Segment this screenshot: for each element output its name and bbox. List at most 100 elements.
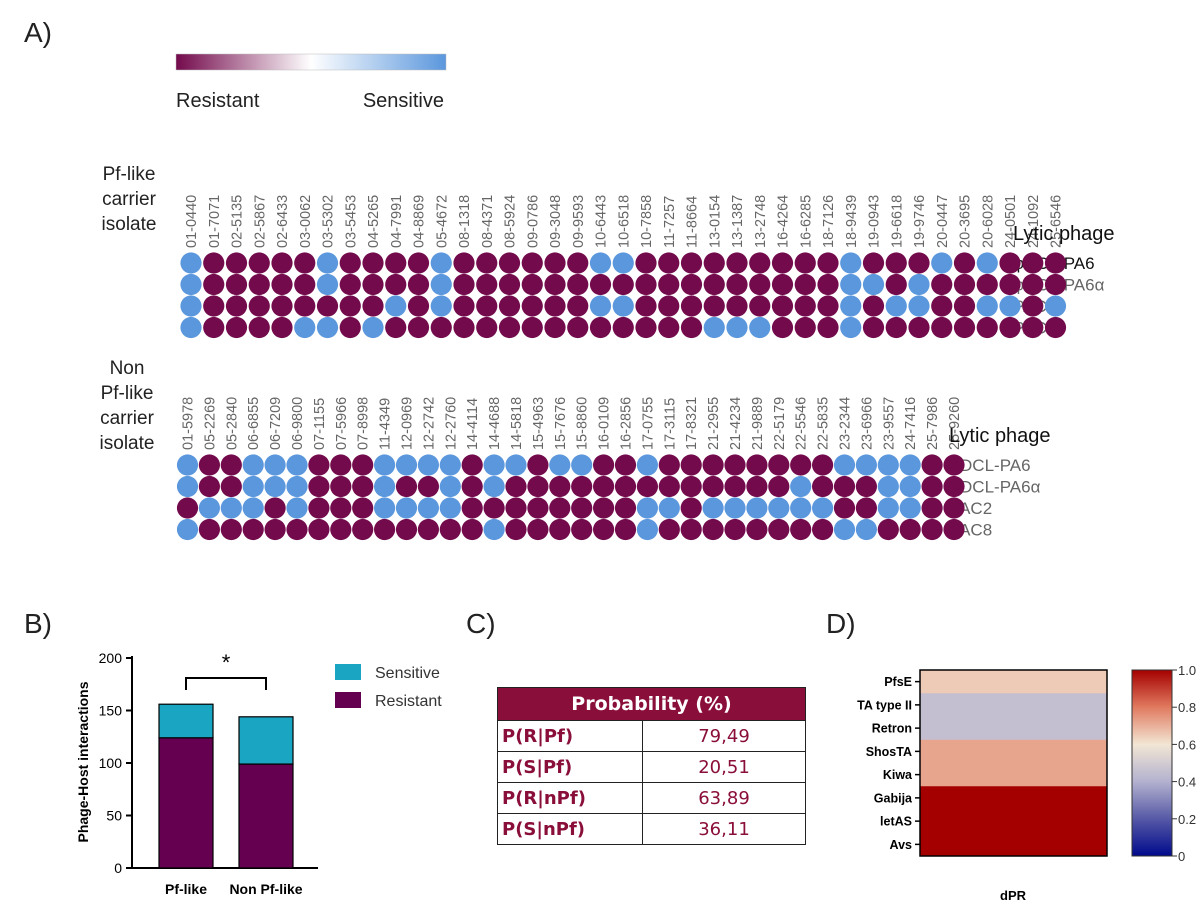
dot-resistant — [308, 475, 330, 498]
isolate-label: 22-5835 — [816, 397, 832, 450]
heatmap-cell — [920, 832, 1107, 857]
dot-resistant — [521, 252, 543, 274]
dot-resistant — [812, 518, 834, 541]
dot-resistant — [976, 316, 998, 339]
isolate-label: 23-6966 — [859, 397, 875, 450]
dot-resistant — [294, 295, 316, 317]
dot-resistant — [527, 475, 549, 498]
significance-bracket — [185, 677, 267, 690]
dot-sensitive — [589, 252, 612, 274]
isolate-label: 21-9889 — [750, 397, 766, 450]
isolate-label: 02-5135 — [230, 195, 246, 248]
dot-sensitive — [612, 295, 634, 317]
heatmap-row-label: Gabija — [874, 791, 913, 805]
dot-resistant — [294, 252, 316, 274]
dot-sensitive — [636, 518, 659, 541]
dot-resistant — [453, 316, 475, 339]
heatmap-row-label: PfsE — [884, 675, 912, 689]
dot-sensitive — [374, 454, 396, 476]
dot-sensitive — [840, 295, 862, 317]
colorbar-tick-label: 0.4 — [1178, 775, 1196, 790]
dot-resistant — [953, 273, 976, 296]
lytic-phage-label: Lytic phage — [949, 425, 1051, 447]
dot-resistant — [203, 273, 225, 296]
dot-resistant — [931, 316, 953, 339]
dot-resistant — [746, 518, 768, 541]
dot-resistant — [635, 316, 657, 339]
dot-sensitive — [430, 273, 452, 296]
isolate-label: 02-6433 — [275, 195, 291, 248]
dot-sensitive — [439, 454, 461, 476]
dot-resistant — [352, 497, 374, 519]
isolate-label: 04-5265 — [366, 195, 382, 248]
dot-resistant — [749, 295, 771, 317]
dot-resistant — [362, 295, 384, 317]
isolate-label: 03-0062 — [298, 195, 314, 248]
dot-resistant — [593, 475, 615, 498]
dot-sensitive — [877, 454, 899, 476]
dot-resistant — [339, 252, 361, 274]
isolate-label: 22-5546 — [794, 397, 810, 450]
dot-resistant — [943, 518, 965, 541]
dot-sensitive — [726, 316, 748, 339]
dot-resistant — [549, 497, 571, 519]
dot-resistant — [680, 316, 703, 339]
dot-sensitive — [242, 497, 264, 519]
isolate-label: 11-4349 — [378, 398, 394, 450]
dot-resistant — [794, 316, 816, 339]
isolate-label: 15-8860 — [575, 397, 591, 450]
isolate-label: 12-2760 — [443, 397, 459, 450]
dot-resistant — [271, 316, 293, 339]
dot-resistant — [339, 316, 361, 339]
dot-resistant — [749, 252, 771, 274]
dot-resistant — [1022, 252, 1044, 274]
dot-resistant — [498, 252, 521, 274]
dot-resistant — [921, 454, 943, 476]
heatmap-cell — [920, 693, 1107, 717]
bar-chart: Phage-Host interactions 0 50 100 150 200 Pf-l… — [75, 650, 442, 897]
dot-sensitive — [294, 316, 316, 339]
dot-sensitive — [286, 475, 308, 498]
isolate-label: 12-2742 — [421, 397, 437, 450]
isolate-label: 03-5453 — [343, 195, 359, 248]
dot-sensitive — [242, 475, 264, 498]
dot-resistant — [794, 252, 816, 274]
dot-resistant — [407, 273, 430, 296]
dot-sensitive — [374, 475, 396, 498]
dot-resistant — [286, 518, 308, 541]
dot-sensitive — [724, 497, 746, 519]
isolate-label: 06-7209 — [268, 397, 284, 450]
dot-resistant — [724, 454, 746, 476]
dot-resistant — [589, 316, 612, 339]
heatmap-row-label: Kiwa — [883, 768, 913, 782]
isolate-label: 12-0969 — [400, 397, 416, 450]
dot-sensitive — [1044, 295, 1067, 317]
dot-resistant — [544, 273, 566, 296]
dot-resistant — [225, 316, 248, 339]
dot-resistant — [567, 273, 589, 296]
panel-c-label: C) — [466, 608, 496, 639]
dot-sensitive — [316, 252, 339, 274]
isolate-label: 24-7416 — [903, 397, 919, 450]
dot-resistant — [862, 295, 885, 317]
dot-resistant — [999, 316, 1021, 339]
dot-resistant — [817, 252, 839, 274]
dot-resistant — [658, 316, 680, 339]
isolate-label: 18-7126 — [821, 195, 837, 248]
dot-resistant — [264, 518, 286, 541]
dot-resistant — [407, 295, 430, 317]
dot-resistant — [703, 252, 725, 274]
table-row: P(R|Pf) 79,49 — [497, 720, 806, 752]
dot-resistant — [498, 273, 521, 296]
table-header-row: Probability (%) — [497, 687, 806, 721]
probability-label: P(S|nPf) — [497, 813, 643, 845]
dot-resistant — [953, 252, 976, 274]
colorbar-tick-label: 0 — [1178, 849, 1185, 864]
dot-resistant — [899, 518, 921, 541]
group-title-line: carrier — [102, 189, 157, 210]
dot-resistant — [352, 475, 374, 498]
dot-resistant — [352, 454, 374, 476]
isolate-label: 21-4234 — [728, 397, 744, 450]
dot-resistant — [885, 252, 907, 274]
dot-sensitive — [899, 475, 921, 498]
